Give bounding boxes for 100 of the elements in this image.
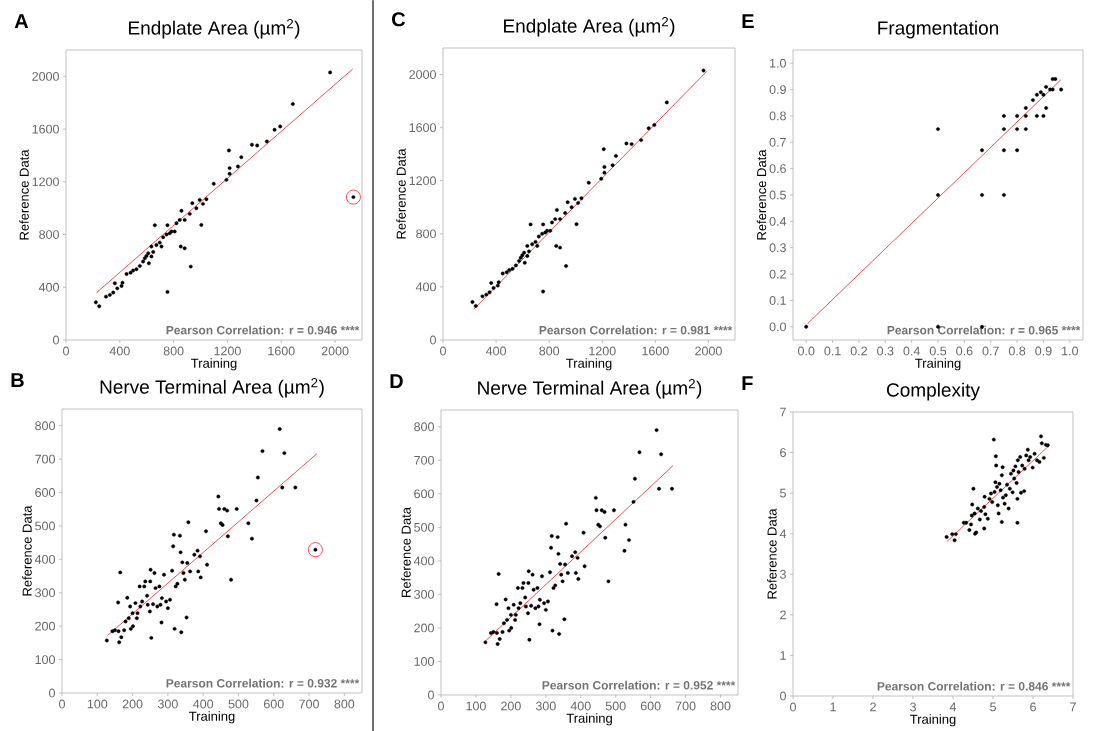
- chart-title: Nerve Terminal Area (µm$^{2}$): [478, 378, 702, 399]
- x-tick-label: 400: [109, 346, 130, 356]
- annotation: Pearson Correlation: r = 0.946 ****: [166, 325, 360, 335]
- x-tick-label: 0.6: [956, 346, 973, 356]
- x-tick-label: 200: [122, 699, 143, 709]
- x-axis-title: Training: [566, 713, 612, 726]
- x-tick-label: 0.3: [877, 346, 894, 356]
- x-axis-title: Training: [566, 358, 612, 371]
- text: E: [742, 14, 754, 28]
- annotation: Pearson Correlation: r = 0.981 ****: [539, 325, 733, 335]
- x-tick-label: 0: [440, 346, 446, 356]
- x-tick-label: 4: [949, 702, 957, 712]
- y-tick-label: 700: [35, 454, 55, 464]
- y-tick-label: 0.3: [769, 243, 786, 253]
- x-tick-label: 800: [710, 701, 731, 711]
- x-tick-label: 600: [640, 701, 661, 711]
- y-tick-label: 200: [35, 621, 55, 631]
- y-tick-label: 0.2: [769, 269, 786, 279]
- x-tick-label: 0.8: [1008, 346, 1026, 356]
- y-tick-label: 0: [428, 690, 434, 700]
- x-tick-label: 100: [466, 701, 486, 711]
- x-tick-label: 100: [87, 699, 108, 709]
- y-axis-title: Reference Data: [396, 148, 406, 239]
- x-tick-label: 400: [193, 699, 214, 709]
- y-tick-label: 3: [779, 569, 786, 579]
- x-tick-label: 400: [485, 346, 507, 356]
- y-tick-label: 1200: [32, 177, 59, 187]
- x-tick-label: 500: [605, 701, 626, 711]
- x-tick-label: 800: [539, 346, 560, 356]
- x-tick-label: 0.0: [797, 346, 815, 356]
- x-axis-title: Training: [915, 358, 961, 371]
- text: A: [14, 14, 29, 28]
- x-tick-label: 0: [790, 702, 796, 712]
- x-tick-label: 1: [830, 702, 836, 712]
- x-tick-label: 6: [1030, 702, 1036, 712]
- x-tick-label: 300: [535, 701, 556, 711]
- x-tick-label: 800: [163, 346, 184, 356]
- y-tick-label: 1600: [32, 124, 59, 134]
- y-tick-label: 500: [414, 522, 434, 532]
- y-tick-label: 400: [413, 556, 434, 566]
- y-tick-label: 400: [34, 554, 55, 564]
- y-tick-label: 0: [780, 691, 786, 701]
- x-axis-title: Training: [910, 714, 956, 727]
- x-tick-label: 700: [299, 699, 319, 709]
- y-tick-label: 7: [780, 407, 786, 417]
- annotation: Pearson Correlation: r = 0.965 ****: [887, 325, 1081, 335]
- y-tick-label: 400: [415, 282, 436, 292]
- y-tick-label: 300: [414, 590, 434, 599]
- x-tick-label: 300: [157, 699, 178, 709]
- y-tick-label: 2000: [32, 71, 59, 81]
- chart-title: Fragmentation: [878, 20, 999, 39]
- y-tick-label: 300: [35, 588, 55, 598]
- y-tick-label: 2000: [409, 70, 436, 79]
- y-tick-label: 200: [414, 623, 434, 633]
- y-tick-label: 0.4: [769, 216, 787, 226]
- y-tick-label: 600: [35, 488, 55, 497]
- text: B: [11, 373, 24, 387]
- chart-title: Nerve Terminal Area (µm$^{2}$): [100, 377, 324, 398]
- y-tick-label: 100: [35, 655, 55, 665]
- y-axis-title: Reference Data: [19, 149, 29, 240]
- y-tick-label: 0: [430, 335, 436, 345]
- x-axis-title: Training: [191, 358, 237, 371]
- y-tick-label: 0.0: [769, 322, 786, 332]
- y-tick-label: 6: [780, 448, 786, 457]
- y-tick-label: 0: [49, 688, 55, 698]
- text: C: [392, 12, 406, 27]
- x-tick-label: 2000: [321, 346, 349, 356]
- x-tick-label: 0.1: [824, 346, 841, 356]
- y-tick-label: 500: [35, 521, 55, 531]
- y-tick-label: 400: [38, 282, 59, 292]
- x-axis-title: Training: [189, 711, 235, 724]
- annotation: Pearson Correlation: r = 0.932 ****: [166, 678, 360, 688]
- x-tick-label: 0: [63, 346, 69, 356]
- annotation: Pearson Correlation: r = 0.952 ****: [542, 680, 736, 690]
- y-axis-title: Reference Data: [756, 149, 767, 240]
- y-tick-label: 0.6: [769, 164, 786, 174]
- y-tick-label: 700: [414, 455, 434, 465]
- chart-title: Endplate Area (µm$^{2}$): [129, 18, 300, 39]
- y-tick-label: 600: [414, 489, 434, 499]
- text: F: [742, 376, 753, 390]
- x-tick-label: 1200: [589, 346, 616, 356]
- annotation: Pearson Correlation: r = 0.846 ****: [877, 681, 1071, 691]
- x-tick-label: 1600: [268, 346, 295, 356]
- x-tick-label: 500: [228, 699, 249, 709]
- x-tick-label: 2000: [695, 346, 722, 356]
- y-axis-title: Reference Data: [22, 505, 32, 596]
- x-tick-label: 400: [570, 701, 591, 711]
- y-axis-title: Reference Data: [767, 508, 777, 599]
- chart-title: Endplate Area (µm$^{2}$): [504, 16, 675, 37]
- x-tick-label: 1.0: [1062, 346, 1079, 356]
- y-tick-label: 100: [414, 657, 434, 666]
- x-tick-label: 7: [1070, 702, 1076, 712]
- y-tick-label: 2: [780, 610, 786, 620]
- x-tick-label: 200: [501, 701, 521, 711]
- y-tick-label: 5: [780, 488, 786, 498]
- x-tick-label: 3: [910, 702, 916, 712]
- y-tick-label: 1.0: [770, 58, 786, 68]
- y-tick-label: 4: [779, 529, 787, 539]
- y-tick-label: 800: [416, 229, 436, 239]
- x-tick-label: 0.9: [1035, 346, 1052, 356]
